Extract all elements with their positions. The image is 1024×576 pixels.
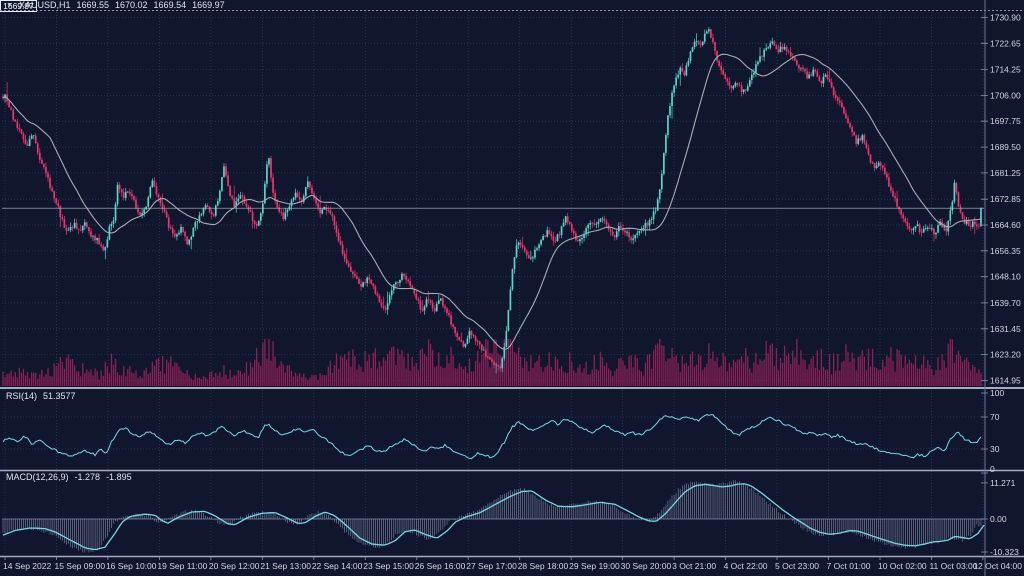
price-axis-label: 1697.75 (990, 116, 1021, 126)
price-axis-label: 1664.60 (990, 220, 1021, 230)
candle-up-bodies (4, 29, 982, 369)
moving-average-line (2, 53, 982, 350)
macd-main-value: -1.278 (74, 472, 101, 482)
time-axis-label: 26 Sep 16:00 (415, 561, 466, 571)
price-axis-label: 1689.50 (990, 142, 1021, 152)
time-axis-label: 27 Sep 17:00 (466, 561, 517, 571)
time-axis-label: 11 Oct 03:00 (929, 561, 977, 571)
time-axis-label: 22 Sep 14:00 (312, 561, 363, 571)
volume-histogram (2, 339, 982, 386)
title-high: 1670.02 (115, 0, 148, 10)
macd-axis-label: 0.00 (990, 514, 1007, 524)
rsi-axis-label: 0 (990, 464, 995, 474)
rsi-value: 51.3577 (43, 391, 76, 401)
candle-down-bodies (2, 29, 980, 369)
price-axis-label: 1631.45 (990, 324, 1021, 334)
price-axis-label: 1614.95 (990, 375, 1021, 385)
time-axis-label: 29 Sep 19:00 (569, 561, 620, 571)
current-price-tag: 1669.97 (0, 0, 37, 12)
price-axis-label: 1706.00 (990, 90, 1021, 100)
price-axis-label: 1623.20 (990, 350, 1021, 360)
title-close: 1669.97 (192, 0, 225, 10)
grid-vertical-lines (4, 12, 984, 555)
candle-down-wicks (2, 29, 980, 372)
time-axis-label: 4 Oct 22:00 (724, 561, 768, 571)
macd-axis-label: 11.271 (990, 478, 1016, 488)
price-axis-label: 1714.25 (990, 65, 1021, 75)
macd-histogram (2, 480, 982, 553)
rsi-axis-label: 70 (990, 412, 1000, 422)
time-axis-label: 30 Sep 20:00 (621, 561, 672, 571)
time-axis-label: 21 Sep 13:00 (260, 561, 311, 571)
price-axis-label: 1722.65 (990, 38, 1021, 48)
price-axis-label: 1681.25 (990, 168, 1021, 178)
symbol-dropdown-icon[interactable]: ▼ (6, 2, 13, 9)
time-axis-label: 12 Oct 04:00 (973, 561, 1022, 571)
price-axis-label: 1648.10 (990, 272, 1021, 282)
price-axis-label: 1656.35 (990, 246, 1021, 256)
price-axis-label: 1730.90 (990, 12, 1021, 22)
time-axis-label: 5 Oct 23:00 (775, 561, 819, 571)
time-axis-label: 10 Oct 02:00 (878, 561, 927, 571)
time-axis-label: 19 Sep 11:00 (157, 561, 207, 571)
candle-up-wicks (4, 27, 982, 374)
rsi-axis-label: 100 (990, 388, 1004, 398)
grid-horizontal-lines (2, 17, 984, 450)
time-axis-label: 16 Sep 10:00 (106, 561, 157, 571)
title-open: 1669.55 (76, 0, 109, 10)
chart-title: ▼ XAUUSD,H1 1669.55 1670.02 1669.54 1669… (6, 0, 225, 11)
macd-signal-value: -1.895 (106, 472, 132, 482)
macd-signal-line (2, 483, 985, 551)
time-axis-label: 20 Sep 12:00 (209, 561, 260, 571)
price-axis-label: 1672.85 (990, 194, 1021, 204)
macd-axis-label: -10.323 (990, 547, 1019, 557)
time-axis-label: 3 Oct 21:00 (672, 561, 716, 571)
time-axis-label: 7 Oct 01:00 (827, 561, 871, 571)
rsi-axis-label: 30 (990, 444, 1000, 454)
time-axis-label: 15 Sep 09:00 (54, 561, 105, 571)
time-axis-label: 28 Sep 18:00 (518, 561, 569, 571)
time-axis-label: 23 Sep 15:00 (363, 561, 414, 571)
rsi-name: RSI(14) (6, 391, 38, 401)
macd-indicator-label: MACD(12,26,9) -1.278 -1.895 (6, 472, 132, 482)
title-symbol: XAUUSD,H1 (18, 0, 71, 10)
time-axis-label: 14 Sep 2022 (3, 561, 51, 571)
axis-tick-marks (4, 17, 988, 560)
rsi-line (2, 414, 982, 460)
rsi-indicator-label: RSI(14) 51.3577 (6, 391, 76, 401)
macd-name: MACD(12,26,9) (6, 472, 69, 482)
price-axis-label: 1639.70 (990, 298, 1021, 308)
title-low: 1669.54 (153, 0, 187, 10)
